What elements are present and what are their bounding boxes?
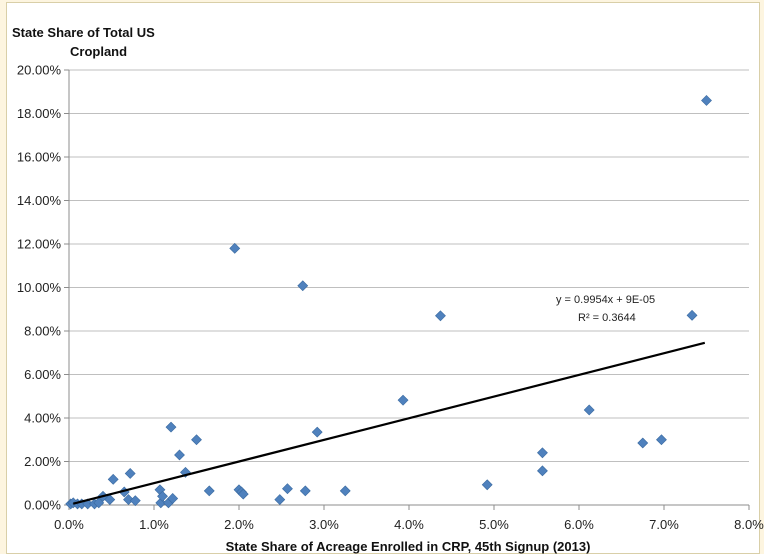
x-axis-label: State Share of Acreage Enrolled in CRP, … [226,539,591,554]
y-tick-label: 20.00% [17,63,62,78]
trendline-group [72,341,706,505]
data-point [537,447,548,459]
data-point [583,404,595,416]
data-point [93,497,105,509]
data-point [229,242,241,254]
data-point [299,485,311,497]
x-tick-label: 8.0% [734,517,764,532]
y-tick-label: 6.00% [24,367,61,382]
trendline-r-squared: R² = 0.3644 [578,312,636,324]
data-point [339,485,351,497]
x-tick-label: 6.0% [564,517,594,532]
y-axis-label-line-1: State Share of Total US [12,25,155,40]
data-point [104,494,116,505]
data-points [65,95,712,510]
y-tick-label: 10.00% [17,280,62,295]
y-tick-label: 8.00% [24,324,61,339]
trendline-equation: y = 0.9954x + 9E-05 [556,294,655,306]
x-tick-label: 4.0% [394,517,424,532]
data-point [311,426,323,438]
data-point [157,490,168,502]
data-point [656,434,667,446]
x-axis-tick-labels: 0.0% 1.0% 2.0% 3.0% 4.0% 5.0% 6.0% 7.0% 8.0% [54,517,764,532]
data-point [297,280,309,292]
data-point [537,465,548,477]
y-axis-label-line-2: Cropland [70,44,127,59]
y-tick-label: 2.00% [24,454,61,469]
y-tick-label: 0.00% [24,498,61,513]
data-point [174,449,185,461]
x-tick-label: 3.0% [309,517,339,532]
x-tick-label: 7.0% [649,517,679,532]
y-tick-label: 12.00% [17,237,62,252]
data-point [274,494,286,505]
data-point [637,437,649,449]
x-tick-label: 0.0% [54,517,84,532]
axes [64,69,750,510]
data-point [123,494,134,505]
y-axis-tick-labels: 0.00% 2.00% 4.00% 6.00% 8.00% 10.00% 12.00% 14.… [17,63,62,513]
y-tick-label: 16.00% [17,150,62,165]
data-point [107,473,119,485]
data-point [701,95,712,106]
data-point [191,434,202,446]
data-point [435,310,446,322]
x-tick-label: 5.0% [479,517,509,532]
x-tick-label: 2.0% [224,517,254,532]
x-tick-label: 1.0% [139,517,169,532]
data-point [167,493,179,504]
data-point [481,479,493,491]
data-point [124,468,136,479]
data-point [397,394,409,406]
data-point [282,483,293,495]
y-tick-label: 14.00% [17,193,62,208]
y-tick-label: 4.00% [24,411,61,426]
data-point [237,488,249,500]
y-tick-label: 18.00% [17,106,62,121]
trendline [72,341,706,505]
grid-lines [69,69,749,462]
data-point [203,485,215,497]
data-point [165,421,177,433]
data-point [686,309,698,321]
data-point [129,495,141,507]
